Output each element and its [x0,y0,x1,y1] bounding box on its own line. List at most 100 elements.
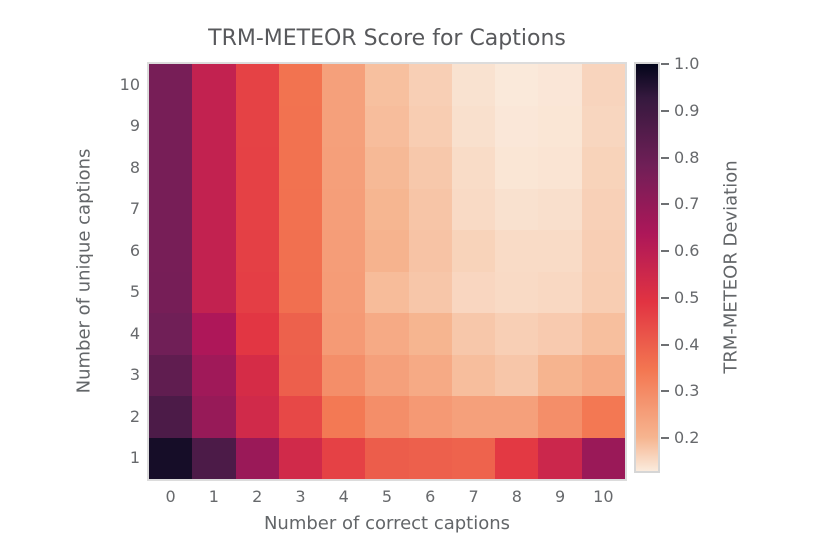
colorbar-tick-mark-0.6 [661,250,669,253]
chart-title: TRM-METEOR Score for Captions [208,26,566,51]
y-tick-7: 7 [129,199,140,219]
heatmap-cell-y5-x1 [192,271,236,313]
heatmap-cell-y4-x1 [192,313,236,355]
heatmap-cell-y7-x9 [538,188,582,230]
heatmap-cell-y10-x8 [495,64,539,106]
heatmap-cell-y4-x0 [149,313,193,355]
heatmap-cell-y7-x2 [235,188,279,230]
heatmap-cell-y6-x6 [408,230,452,272]
colorbar-tick-label-0.5: 0.5 [674,287,700,307]
heatmap-cell-y6-x8 [495,230,539,272]
x-tick-2: 2 [252,487,263,506]
heatmap-cell-y10-x6 [408,64,452,106]
heatmap-cell-y8-x10 [581,147,625,189]
heatmap-cell-y10-x9 [538,64,582,106]
heatmap-cell-y5-x7 [451,271,496,313]
heatmap-cell-y5-x0 [149,271,193,313]
heatmap-cell-y4-x10 [581,313,625,355]
heatmap-cell-y9-x3 [278,105,323,147]
y-tick-9: 9 [129,116,140,136]
heatmap-cell-y2-x10 [581,396,625,438]
heatmap-cell-y3-x0 [149,354,193,396]
heatmap-cell-y9-x9 [538,105,582,147]
heatmap-cell-y4-x9 [538,313,582,355]
heatmap-grid [149,64,625,479]
heatmap-cell-y9-x6 [408,105,452,147]
heatmap-frame [147,62,627,481]
heatmap-cell-y6-x2 [235,230,279,272]
heatmap-cell-y9-x8 [495,105,539,147]
heatmap-cell-y5-x2 [235,271,279,313]
heatmap-cell-y5-x3 [278,271,323,313]
heatmap-cell-y3-x4 [322,354,366,396]
heatmap-cell-y1-x4 [322,437,366,479]
heatmap-cell-y1-x9 [538,437,582,479]
heatmap-cell-y4-x7 [451,313,496,355]
heatmap-cell-y7-x3 [278,188,323,230]
heatmap-cell-y3-x6 [408,354,452,396]
heatmap-cell-y3-x2 [235,354,279,396]
heatmap-cell-y6-x1 [192,230,236,272]
heatmap-cell-y4-x5 [365,313,409,355]
heatmap-cell-y9-x5 [365,105,409,147]
heatmap-cell-y5-x8 [495,271,539,313]
heatmap-cell-y8-x1 [192,147,236,189]
heatmap-cell-y10-x7 [451,64,496,106]
heatmap-cell-y7-x8 [495,188,539,230]
heatmap-cell-y10-x4 [322,64,366,106]
heatmap-cell-y10-x5 [365,64,409,106]
heatmap-cell-y2-x8 [495,396,539,438]
heatmap-cell-y3-x10 [581,354,625,396]
heatmap-cell-y3-x1 [192,354,236,396]
heatmap-cell-y3-x7 [451,354,496,396]
heatmap-cell-y6-x10 [581,230,625,272]
heatmap-cell-y2-x0 [149,396,193,438]
heatmap-cell-y9-x1 [192,105,236,147]
heatmap-cell-y1-x0 [149,437,193,479]
heatmap-cell-y7-x10 [581,188,625,230]
heatmap-cell-y1-x8 [495,437,539,479]
colorbar-tick-mark-0.7 [661,203,669,206]
colorbar-tick-label-0.9: 0.9 [674,100,700,120]
colorbar-label: TRM-METEOR Deviation [720,160,742,374]
heatmap-cell-y8-x9 [538,147,582,189]
heatmap-cell-y2-x9 [538,396,582,438]
x-tick-6: 6 [425,487,436,506]
heatmap-cell-y1-x6 [408,437,452,479]
heatmap-cell-y7-x7 [451,188,496,230]
heatmap-cell-y4-x2 [235,313,279,355]
heatmap-cell-y3-x8 [495,354,539,396]
heatmap-cell-y9-x0 [149,105,193,147]
y-tick-2: 2 [129,406,140,426]
heatmap-cell-y5-x5 [365,271,409,313]
heatmap-cell-y5-x4 [322,271,366,313]
y-tick-6: 6 [129,240,140,260]
heatmap-cell-y8-x2 [235,147,279,189]
x-tick-4: 4 [338,487,349,506]
y-axis-label: Number of unique captions [73,148,95,394]
heatmap-cell-y4-x6 [408,313,452,355]
heatmap-cell-y4-x3 [278,313,323,355]
colorbar-tick-mark-0.9 [661,109,669,112]
heatmap-cell-y2-x4 [322,396,366,438]
heatmap-cell-y5-x9 [538,271,582,313]
heatmap-cell-y5-x6 [408,271,452,313]
heatmap-cell-y1-x7 [451,437,496,479]
heatmap-cell-y8-x4 [322,147,366,189]
heatmap-cell-y4-x8 [495,313,539,355]
x-tick-1: 1 [208,487,219,506]
colorbar-tick-label-0.6: 0.6 [674,241,700,261]
heatmap-cell-y8-x0 [149,147,193,189]
heatmap-cell-y3-x5 [365,354,409,396]
heatmap-cell-y9-x7 [451,105,496,147]
heatmap-cell-y10-x2 [235,64,279,106]
heatmap-cell-y7-x5 [365,188,409,230]
heatmap-cell-y2-x7 [451,396,496,438]
heatmap-cell-y6-x9 [538,230,582,272]
y-tick-8: 8 [129,157,140,177]
y-tick-1: 1 [129,448,140,468]
colorbar-tick-label-0.2: 0.2 [674,428,700,448]
colorbar-tick-mark-0.3 [661,390,669,393]
heatmap-cell-y8-x6 [408,147,452,189]
heatmap-cell-y7-x4 [322,188,366,230]
